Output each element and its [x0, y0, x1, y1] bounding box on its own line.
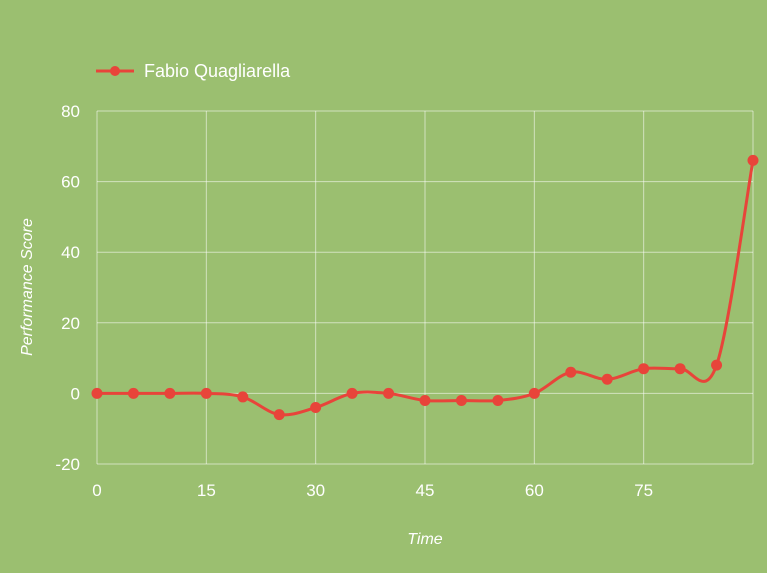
data-point [492, 394, 504, 406]
x-tick-label: 30 [306, 481, 325, 500]
x-axis-title: Time [407, 531, 443, 548]
legend-dot-marker [110, 66, 120, 76]
data-point [565, 366, 577, 378]
data-point [200, 387, 212, 399]
data-point [164, 387, 176, 399]
legend: Fabio Quagliarella [96, 61, 291, 81]
y-tick-label: 60 [61, 173, 80, 192]
data-point [237, 391, 249, 403]
data-point [528, 387, 540, 399]
series-layer [91, 154, 759, 421]
x-tick-label: 15 [197, 481, 216, 500]
data-point [310, 402, 322, 414]
x-axis-ticks: 0 15 30 45 60 75 [92, 481, 653, 500]
data-point [419, 394, 431, 406]
data-point [674, 363, 686, 375]
data-point [711, 359, 723, 371]
y-axis-title: Performance Score [19, 218, 36, 356]
x-tick-label: 60 [525, 481, 544, 500]
data-point [127, 387, 139, 399]
grid [96, 110, 754, 465]
y-tick-label: 20 [61, 314, 80, 333]
data-point [638, 363, 650, 375]
data-point [601, 373, 613, 385]
data-point [91, 387, 103, 399]
y-tick-label: 0 [71, 384, 80, 403]
x-tick-label: 75 [634, 481, 653, 500]
legend-entry: Fabio Quagliarella [144, 61, 291, 81]
y-tick-label: -20 [55, 455, 80, 474]
y-axis-ticks: -20 0 20 40 60 80 [55, 102, 80, 474]
data-point [455, 394, 467, 406]
x-tick-label: 0 [92, 481, 101, 500]
data-point [383, 387, 395, 399]
data-point [747, 154, 759, 166]
data-point [273, 409, 285, 421]
y-tick-label: 40 [61, 243, 80, 262]
y-tick-label: 80 [61, 102, 80, 121]
data-point [346, 387, 358, 399]
x-tick-label: 45 [416, 481, 435, 500]
